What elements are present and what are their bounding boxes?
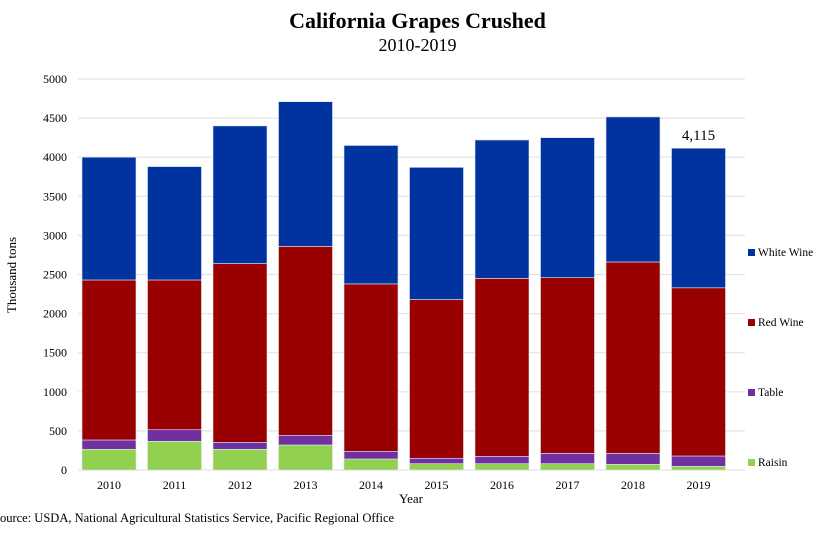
bar-segment-table bbox=[343, 451, 399, 460]
bar-segment-table bbox=[212, 442, 268, 450]
x-tick-label: 2013 bbox=[294, 478, 318, 492]
bar-segment-white-wine bbox=[605, 116, 661, 263]
bar-segment-white-wine bbox=[540, 137, 595, 278]
bar-segment-table bbox=[671, 455, 726, 467]
legend-swatch bbox=[748, 249, 755, 256]
bar-segment-red-wine bbox=[671, 287, 726, 457]
bar-segment-table bbox=[540, 453, 595, 464]
y-tick-label: 500 bbox=[49, 424, 67, 438]
y-axis-label: Thousand tons bbox=[4, 237, 19, 313]
bar-segment-raisin bbox=[474, 463, 530, 471]
y-tick-label: 3500 bbox=[43, 189, 67, 203]
y-tick-label: 4000 bbox=[43, 150, 67, 164]
bar-segment-red-wine bbox=[540, 277, 595, 454]
y-tick-label: 2000 bbox=[43, 307, 67, 321]
legend-label: Table bbox=[758, 387, 783, 399]
bar-segment-raisin bbox=[540, 463, 595, 471]
data-label: 4,115 bbox=[682, 128, 715, 144]
legend-swatch bbox=[748, 319, 755, 326]
y-tick-label: 3000 bbox=[43, 228, 67, 242]
x-tick-label: 2015 bbox=[425, 478, 449, 492]
bar-segment-red-wine bbox=[605, 261, 661, 454]
bar-segment-white-wine bbox=[409, 167, 464, 300]
bar-segment-table bbox=[409, 457, 464, 464]
bar-segment-red-wine bbox=[409, 299, 464, 459]
legend-label: Raisin bbox=[758, 457, 788, 469]
x-tick-label: 2012 bbox=[228, 478, 252, 492]
bar-segment-white-wine bbox=[474, 139, 530, 279]
bar-segment-red-wine bbox=[343, 283, 399, 452]
y-tick-label: 1500 bbox=[43, 346, 67, 360]
bar-segment-raisin bbox=[605, 463, 661, 471]
bar-segment-white-wine bbox=[212, 125, 268, 264]
bar-segment-white-wine bbox=[343, 145, 399, 285]
x-tick-label: 2017 bbox=[556, 478, 580, 492]
x-tick-label: 2011 bbox=[163, 478, 187, 492]
y-tick-label: 4500 bbox=[43, 111, 67, 125]
bar-segment-table bbox=[147, 429, 202, 442]
bar-segment-red-wine bbox=[81, 279, 137, 441]
y-tick-label: 1000 bbox=[43, 385, 67, 399]
x-tick-label: 2014 bbox=[359, 478, 383, 492]
bar-segment-red-wine bbox=[474, 278, 530, 457]
bar-segment-raisin bbox=[212, 448, 268, 471]
bar-segment-table bbox=[278, 434, 333, 446]
bar-segment-table bbox=[81, 439, 137, 450]
bar-segment-table bbox=[605, 453, 661, 465]
x-tick-label: 2019 bbox=[687, 478, 711, 492]
chart-title: California Grapes Crushed bbox=[289, 8, 546, 33]
bar-segment-raisin bbox=[147, 441, 202, 471]
y-tick-label: 5000 bbox=[43, 72, 67, 86]
bar-segment-white-wine bbox=[147, 166, 202, 281]
bar-segment-red-wine bbox=[147, 279, 202, 431]
y-tick-label: 0 bbox=[61, 463, 67, 477]
legend-label: Red Wine bbox=[758, 317, 804, 329]
bar-segment-red-wine bbox=[212, 263, 268, 443]
bar-segment-red-wine bbox=[278, 246, 333, 436]
legend-label: White Wine bbox=[758, 247, 813, 259]
chart-subtitle: 2010-2019 bbox=[378, 35, 457, 55]
legend-swatch bbox=[748, 459, 755, 466]
bar-segment-raisin bbox=[409, 463, 464, 471]
bar-segment-table bbox=[474, 456, 530, 464]
legend-swatch bbox=[748, 389, 755, 396]
x-tick-label: 2016 bbox=[490, 478, 514, 492]
x-axis-label: Year bbox=[399, 491, 424, 506]
bar-segment-white-wine bbox=[671, 147, 726, 289]
source-note: Source: USDA, National Agricultural Stat… bbox=[0, 511, 395, 525]
bar-segment-white-wine bbox=[278, 101, 333, 247]
x-tick-label: 2010 bbox=[97, 478, 121, 492]
x-tick-label: 2018 bbox=[621, 478, 645, 492]
bar-segment-white-wine bbox=[81, 156, 137, 281]
bar-segment-raisin bbox=[81, 448, 137, 471]
bar-segment-raisin bbox=[278, 444, 333, 471]
bar-segment-raisin bbox=[671, 466, 726, 471]
y-tick-label: 2500 bbox=[43, 268, 67, 282]
bar-segment-raisin bbox=[343, 458, 399, 471]
